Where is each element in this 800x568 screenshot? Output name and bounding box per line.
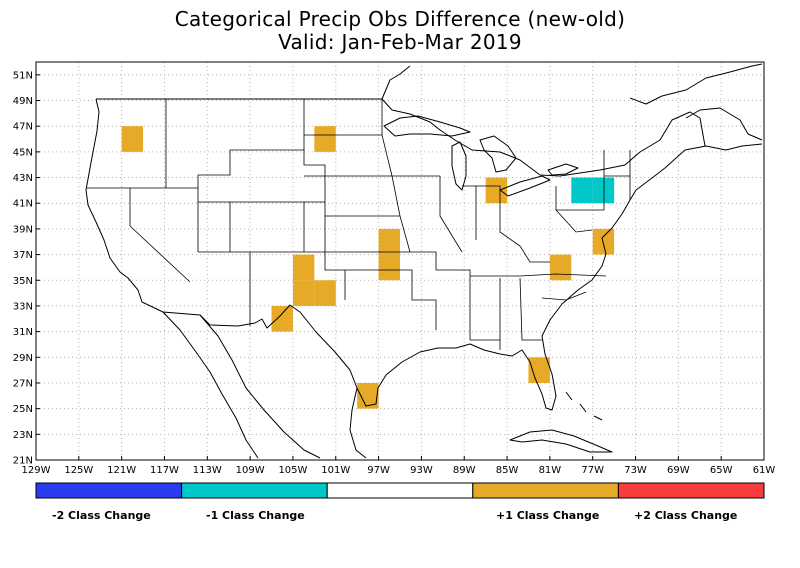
plus-change-cell xyxy=(485,177,508,204)
lat-tick-label: 49N xyxy=(13,96,33,107)
canada-coast xyxy=(381,63,763,141)
lon-tick-label: 93W xyxy=(410,465,433,476)
lon-tick-label: 69W xyxy=(667,465,690,476)
state-borders xyxy=(87,99,631,350)
lon-tick-label: 125W xyxy=(64,465,93,476)
plus-change-cell xyxy=(292,280,315,306)
axis-ticks: 129W 125W 121W 117W 113W 109W 105W 101W 97W 93W 89… xyxy=(13,70,776,476)
lat-tick-label: 43N xyxy=(13,173,33,184)
lat-tick-label: 27N xyxy=(13,378,33,389)
lon-tick-label: 121W xyxy=(107,465,136,476)
plus-change-cell xyxy=(378,228,400,255)
legend-label-minus2: -2 Class Change xyxy=(52,509,151,522)
color-legend xyxy=(35,482,765,499)
map-title: Categorical Precip Obs Difference (new-o… xyxy=(174,7,626,31)
lat-tick-label: 51N xyxy=(13,70,33,81)
lon-tick-label: 129W xyxy=(22,465,51,476)
legend-swatch-minus1 xyxy=(181,482,328,499)
lon-tick-label: 101W xyxy=(321,465,350,476)
cuba xyxy=(509,429,613,453)
lat-tick-label: 23N xyxy=(13,430,33,441)
lat-tick-label: 29N xyxy=(13,353,33,364)
plus-change-cell xyxy=(121,126,144,152)
legend-swatch-plus1 xyxy=(472,482,619,499)
lon-tick-label: 73W xyxy=(624,465,647,476)
plus-change-cell xyxy=(378,254,400,281)
lake-superior xyxy=(383,115,471,137)
lake-michigan xyxy=(451,141,467,191)
lon-tick-label: 109W xyxy=(236,465,265,476)
lat-tick-label: 25N xyxy=(13,404,33,415)
lon-tick-label: 89W xyxy=(453,465,476,476)
map-frame xyxy=(35,61,765,461)
lat-tick-label: 45N xyxy=(13,147,33,158)
lat-tick-label: 41N xyxy=(13,199,33,210)
lat-tick-label: 33N xyxy=(13,301,33,312)
lon-tick-label: 113W xyxy=(193,465,222,476)
lake-ontario xyxy=(547,163,579,176)
plus-change-cell xyxy=(314,280,336,306)
plus-change-cell xyxy=(292,254,315,281)
lake-huron xyxy=(479,135,517,173)
difference-cells xyxy=(121,126,615,409)
legend-swatch-minus2 xyxy=(35,482,183,499)
lon-tick-label: 81W xyxy=(539,465,562,476)
minus-change-cell xyxy=(571,177,593,204)
legend-swatch-plus2 xyxy=(617,482,765,499)
plus-change-cell xyxy=(271,305,293,332)
plus-change-cell xyxy=(357,382,379,409)
lat-tick-label: 39N xyxy=(13,224,33,235)
lat-tick-label: 47N xyxy=(13,122,33,133)
geographic-outlines xyxy=(85,63,763,459)
legend-label-plus2: +2 Class Change xyxy=(634,509,738,522)
legend-label-minus1: -1 Class Change xyxy=(206,509,305,522)
lon-tick-label: 65W xyxy=(710,465,733,476)
canada-border xyxy=(96,98,706,177)
lake-erie xyxy=(499,175,551,197)
mexico-coast xyxy=(162,311,367,459)
lat-tick-label: 37N xyxy=(13,250,33,261)
lon-tick-label: 117W xyxy=(150,465,179,476)
bahamas xyxy=(565,391,603,421)
map-subtitle: Valid: Jan-Feb-Mar 2019 xyxy=(278,30,522,54)
plus-change-cell xyxy=(314,126,336,152)
state-lines-west xyxy=(87,99,346,326)
lon-tick-label: 97W xyxy=(367,465,390,476)
us-outline xyxy=(85,98,763,411)
minus-change-cell xyxy=(592,177,615,204)
lat-tick-label: 35N xyxy=(13,276,33,287)
lon-tick-label: 61W xyxy=(753,465,776,476)
lat-tick-label: 21N xyxy=(13,456,33,467)
state-lines-east xyxy=(462,150,631,350)
plus-change-cell xyxy=(549,254,572,281)
lon-tick-label: 85W xyxy=(496,465,519,476)
lat-tick-label: 31N xyxy=(13,327,33,338)
state-lines-central xyxy=(304,99,471,330)
legend-swatch-zero xyxy=(326,482,474,499)
legend-label-plus1: +1 Class Change xyxy=(496,509,600,522)
lon-tick-label: 77W xyxy=(581,465,604,476)
lon-tick-label: 105W xyxy=(278,465,307,476)
plus-change-cell xyxy=(528,357,550,383)
